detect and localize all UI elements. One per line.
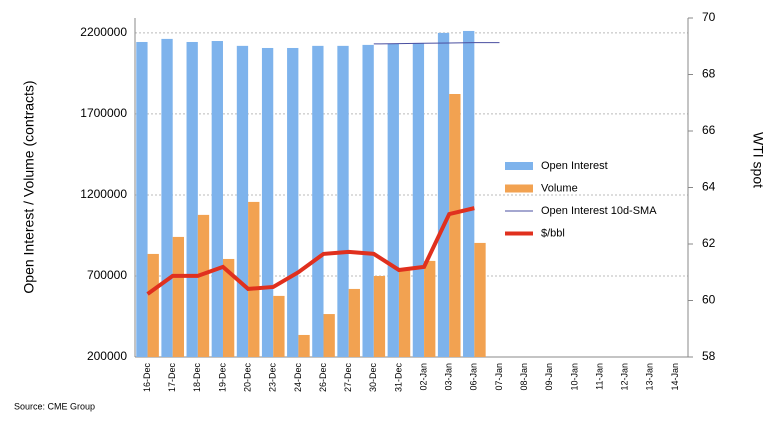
- x-tick-label: 31-Dec: [393, 363, 403, 393]
- y-tick-label: 2200000: [80, 25, 127, 39]
- bar: [373, 275, 386, 357]
- y2-tick-label: 60: [702, 293, 716, 307]
- x-tick-label: 30-Dec: [368, 363, 378, 393]
- bar: [362, 44, 374, 357]
- bar: [172, 236, 185, 357]
- y-tick-label: 700000: [87, 268, 127, 282]
- bar: [298, 334, 310, 357]
- x-tick-label: 13-Jan: [645, 363, 655, 391]
- y2-tick-label: 64: [702, 180, 716, 194]
- x-tick-label: 06-Jan: [469, 363, 479, 391]
- y2-tick-label: 66: [702, 123, 716, 137]
- x-tick-label: 20-Dec: [242, 363, 252, 393]
- x-tick-label: 02-Jan: [418, 363, 428, 391]
- x-tick-label: 27-Dec: [343, 363, 353, 393]
- y2-axis-label: WTI spot: [750, 132, 766, 188]
- y-tick-label: 1700000: [80, 106, 127, 120]
- x-tick-label: 07-Jan: [494, 363, 504, 391]
- bar: [287, 47, 299, 358]
- bar: [412, 42, 425, 357]
- bar: [387, 43, 399, 358]
- bar: [261, 47, 274, 358]
- bar: [222, 258, 235, 357]
- bar: [424, 260, 436, 357]
- bar: [437, 32, 450, 357]
- x-tick-label: 10-Jan: [569, 363, 579, 391]
- y2-tick-label: 70: [702, 10, 716, 24]
- bar: [186, 41, 198, 358]
- x-tick-label: 18-Dec: [192, 363, 202, 393]
- bar: [398, 269, 411, 357]
- y-tick-label: 200000: [87, 349, 127, 363]
- bar: [273, 295, 285, 357]
- x-tick-label: 19-Dec: [217, 363, 227, 393]
- legend-swatch: [505, 184, 533, 193]
- x-tick-label: 11-Jan: [594, 363, 604, 390]
- bar: [211, 41, 223, 357]
- x-tick-label: 12-Jan: [620, 363, 630, 391]
- bar: [337, 45, 349, 358]
- y2-tick-label: 62: [702, 236, 716, 250]
- bar: [449, 93, 461, 358]
- y-axis-label: Open Interest / Volume (contracts): [21, 80, 37, 293]
- x-tick-label: 24-Dec: [293, 363, 303, 393]
- legend-label: Open Interest 10d-SMA: [541, 205, 657, 217]
- x-tick-label: 03-Jan: [444, 363, 454, 391]
- bar: [312, 45, 324, 358]
- line: [373, 42, 500, 45]
- bar: [136, 41, 148, 358]
- bar: [161, 38, 173, 357]
- x-tick-label: 14-Jan: [670, 363, 680, 391]
- y2-tick-label: 68: [702, 67, 716, 81]
- bar: [248, 201, 260, 357]
- bar: [147, 253, 159, 357]
- bar: [197, 214, 210, 357]
- legend-label: Open Interest: [541, 160, 608, 172]
- bar: [236, 45, 249, 358]
- line: [146, 206, 475, 296]
- x-tick-label: 08-Jan: [519, 363, 529, 391]
- bar: [474, 242, 486, 357]
- source: Source: CME Group: [14, 401, 95, 411]
- bar: [323, 314, 335, 357]
- bar: [348, 288, 360, 357]
- x-tick-label: 26-Dec: [318, 363, 328, 393]
- x-tick-label: 23-Dec: [268, 363, 278, 393]
- bar: [463, 30, 475, 357]
- y-tick-label: 1200000: [80, 187, 127, 201]
- y2-tick-label: 58: [702, 349, 716, 363]
- x-tick-label: 17-Dec: [167, 363, 177, 393]
- x-tick-label: 09-Jan: [544, 363, 554, 391]
- legend-swatch: [505, 162, 533, 170]
- legend-label: Volume: [541, 182, 578, 194]
- legend-label: $/bbl: [541, 227, 565, 239]
- x-tick-label: 16-Dec: [142, 363, 152, 393]
